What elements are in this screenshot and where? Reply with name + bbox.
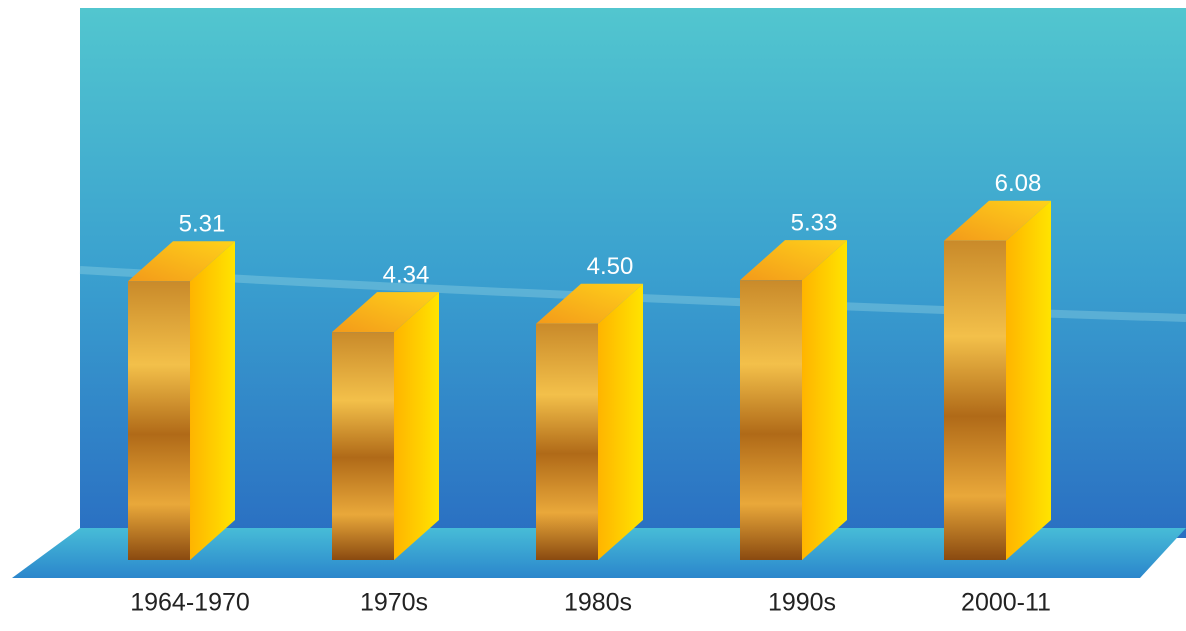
value-label: 6.08 bbox=[995, 170, 1042, 197]
bars: 5.31 1964-1970 4.34 1970s 4.50 1980s 5.33 1990s… bbox=[128, 170, 1051, 617]
bar bbox=[944, 240, 1006, 561]
value-label: 4.34 bbox=[383, 261, 430, 288]
bar-side bbox=[802, 240, 847, 561]
bar bbox=[740, 280, 802, 560]
x-tick-label: 1964-1970 bbox=[130, 589, 250, 617]
bar-top bbox=[944, 200, 1051, 241]
x-tick-label: 1980s bbox=[564, 589, 632, 617]
bar-side bbox=[1006, 200, 1051, 561]
value-label: 5.31 bbox=[179, 211, 226, 238]
bar-top bbox=[128, 241, 235, 282]
bar-top bbox=[536, 283, 643, 324]
bar-side bbox=[598, 283, 643, 560]
x-tick-label: 2000-11 bbox=[961, 589, 1051, 617]
bar bbox=[332, 332, 394, 560]
value-label: 5.33 bbox=[791, 210, 838, 237]
bar-side bbox=[190, 241, 235, 560]
bar-top bbox=[740, 240, 847, 281]
value-label: 4.50 bbox=[587, 253, 634, 280]
bar bbox=[536, 323, 598, 560]
bar-side bbox=[394, 292, 439, 560]
bar bbox=[128, 281, 190, 560]
x-tick-label: 1990s bbox=[768, 589, 836, 617]
x-tick-label: 1970s bbox=[360, 589, 428, 617]
bar-top bbox=[332, 292, 439, 333]
